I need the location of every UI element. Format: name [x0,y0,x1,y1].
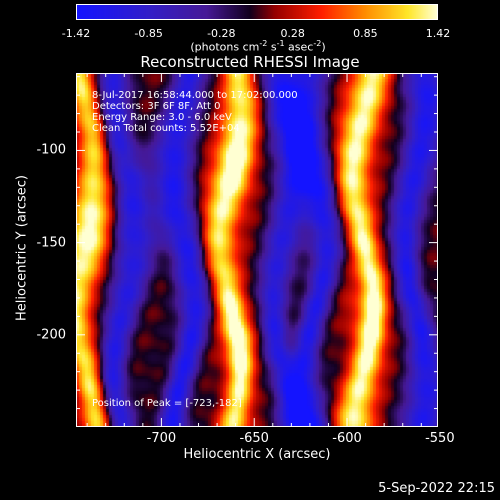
annotation-energy-range: Energy Range: 3.0 - 6.0 keV [92,112,232,123]
x-tick-label: -650 [239,431,269,446]
colorbar [76,4,438,20]
colorbar-tick-label: 0.85 [353,27,378,40]
x-tick-label: -550 [425,431,455,446]
timestamp: 5-Sep-2022 22:15 [378,481,495,496]
x-tick-label: -600 [332,431,362,446]
colorbar-tick-label: 0.28 [280,27,305,40]
colorbar-tick-label: -0.28 [207,27,236,40]
x-tick-label: -700 [146,431,177,446]
colorbar-tick-label: 1.42 [425,27,451,40]
annotation-time-range: 8-Jul-2017 16:58:44.000 to 17:02:00.000 [92,90,298,101]
x-axis-label: Heliocentric X (arcsec) [183,447,331,462]
colorbar-tick-label: -0.85 [134,27,163,40]
y-tick-label: -150 [36,235,66,251]
chart-title: Reconstructed RHESSI Image [140,53,360,71]
y-axis-label: Heliocentric Y (arcsec) [14,175,30,321]
y-tick-label: -100 [36,142,66,158]
colorbar-unit-label: (photons cm-2 s-1 asec-2) [190,39,326,54]
colorbar-tick-label: -1.42 [61,27,91,40]
annotation-detectors: Detectors: 3F 6F 8F, Att 0 [92,101,221,112]
annotation-clean-counts: Clean Total counts: 5.52E+04 [92,123,240,134]
y-tick-label: -200 [36,327,66,343]
annotation-peak-position: Position of Peak = [-723,-182] [92,398,242,409]
